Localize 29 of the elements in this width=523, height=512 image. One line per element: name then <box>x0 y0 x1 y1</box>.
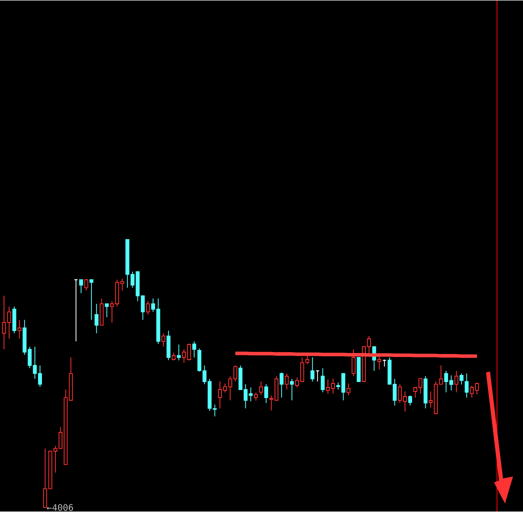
candlestick <box>104 303 109 318</box>
candlestick <box>316 370 320 382</box>
candlestick <box>94 303 98 334</box>
candlestick <box>460 373 464 385</box>
candlestick <box>264 384 268 404</box>
candlestick <box>259 381 263 396</box>
candlestick <box>320 368 325 393</box>
candlestick <box>166 330 170 360</box>
candlestick <box>382 359 386 367</box>
annotation: ←4006 <box>46 504 74 511</box>
candlestick <box>408 395 412 406</box>
candlestick <box>280 372 284 398</box>
candlestick <box>192 340 196 358</box>
candlestick <box>310 357 314 382</box>
candlestick <box>146 300 150 315</box>
candlestick <box>89 279 94 320</box>
candlestick <box>464 373 469 398</box>
candlestick <box>176 344 181 361</box>
candlestick <box>454 370 458 393</box>
candlestick <box>290 378 294 401</box>
candlestick <box>12 306 16 334</box>
candlestick <box>161 332 166 348</box>
candlestick <box>100 298 104 326</box>
candlestick <box>377 355 382 370</box>
candlestick <box>352 348 356 377</box>
candlestick <box>346 383 350 396</box>
candlestick <box>74 279 78 342</box>
candlestick <box>17 320 22 340</box>
candlestick <box>79 279 84 294</box>
